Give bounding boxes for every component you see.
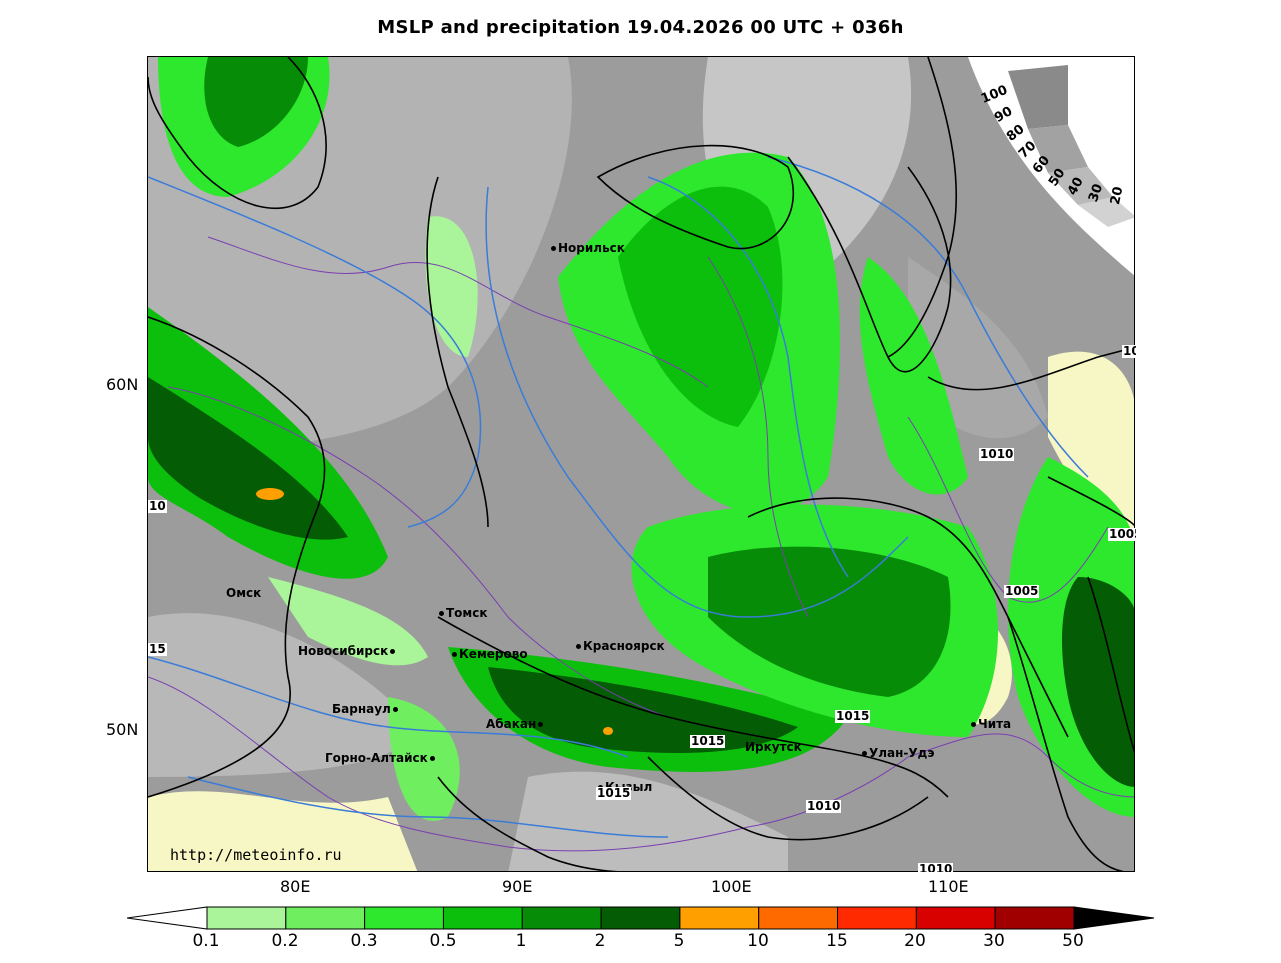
colorbar-cell [285,906,366,930]
city-kemerovo: Кемерово [450,647,528,661]
colorbar-label: 15 [826,931,848,951]
colorbar-label: 0.3 [350,931,378,951]
colorbar-cell [837,906,917,930]
colorbar-cell [442,906,523,930]
lon-label-80e: 80E [280,877,311,896]
city-ulan-ude: Улан-Удэ [860,746,934,760]
lon-label-90e: 90E [502,877,533,896]
colorbar-cells [206,906,1075,930]
colorbar-label: 20 [904,931,926,951]
isobar-label: 1010 [979,447,1015,461]
colorbar-cell [364,906,444,930]
colorbar-cell [994,906,1075,930]
colorbar-cell [679,906,760,930]
city-gorno-altaysk: Горно-Алтайск [325,751,437,765]
city-krasnoyarsk: Красноярск [574,639,665,653]
isobar-label: 1015 [690,734,726,748]
isobar-label: 1015 [835,709,871,723]
lon-label-110e: 110E [928,877,969,896]
source-url: http://meteoinfo.ru [170,846,342,864]
isobar-label: 1005 [1004,584,1040,598]
isobar-label: 1005 [1108,528,1136,541]
isobar-label: 10 [1122,345,1136,358]
isobars [148,57,1134,871]
colorbar-label: 10 [747,931,769,951]
lon-label-100e: 100E [711,877,752,896]
colorbar-cell [206,906,287,930]
lat-label-50n: 50N [106,720,139,739]
isobar-label: 1010 [806,799,842,813]
colorbar-cell [521,906,602,930]
city-irkutsk: Иркутск [745,740,802,754]
colorbar-min-arrow [127,906,208,930]
colorbar-cell [758,906,839,930]
isobar-label: 10 [148,499,167,513]
city-norilsk: Норильск [549,241,625,255]
city-abakan: Абакан [486,717,545,731]
colorbar-label: 30 [983,931,1005,951]
precipitation-shading [148,57,1134,821]
city-tomsk: Томск [437,606,488,620]
isobar-label: 1015 [596,786,632,800]
map-canvas [148,57,1134,871]
isobar-label: 15 [148,642,167,656]
city-chita: Чита [969,717,1011,731]
colorbar-max-arrow [1073,906,1155,930]
cloud-cover-legend [1008,65,1134,227]
colorbar-label: 50 [1062,931,1084,951]
colorbar-label: 5 [673,931,685,951]
city-barnaul: Барнаул [332,702,400,716]
colorbar-label: 0.5 [429,931,457,951]
colorbar-label: 1 [515,931,527,951]
colorbar-cell [915,906,996,930]
map-panel [147,56,1135,872]
temperature-lines [148,156,1089,838]
city-omsk: Омск [226,586,262,600]
precip-colorbar [127,906,1155,930]
lat-label-60n: 60N [106,375,139,394]
colorbar-cell [600,906,681,930]
isobar-label: 1010 [918,863,954,872]
city-novosibirsk: Новосибирск [298,644,397,658]
chart-title: MSLP and precipitation 19.04.2026 00 UTC… [377,17,904,38]
colorbar-label: 2 [594,931,606,951]
colorbar-label: 0.2 [271,931,299,951]
colorbar-label: 0.1 [192,931,220,951]
